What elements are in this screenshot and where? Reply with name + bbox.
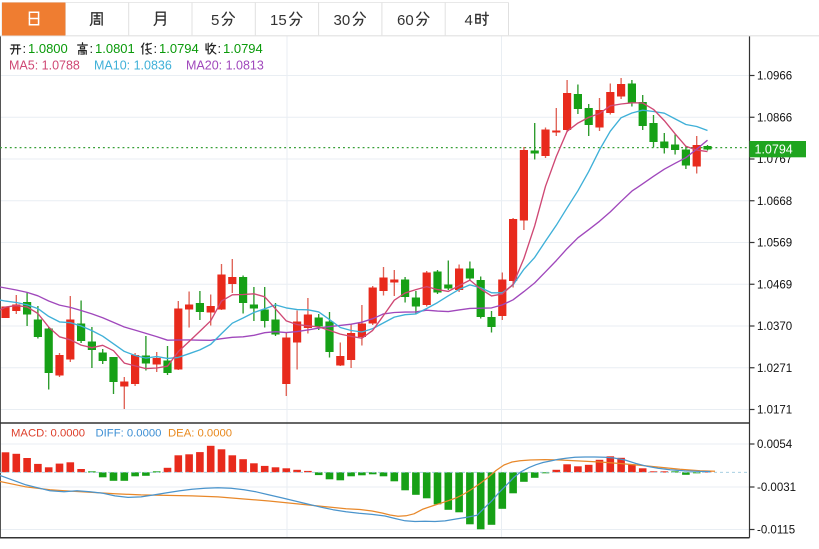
svg-text:5: 5 <box>211 12 219 29</box>
svg-text:MA20: 1.0813: MA20: 1.0813 <box>186 59 264 73</box>
svg-text:DEA: 0.0000: DEA: 0.0000 <box>168 428 232 440</box>
svg-text:1.0370: 1.0370 <box>757 321 792 333</box>
svg-text:30: 30 <box>334 12 351 29</box>
svg-text:60: 60 <box>397 12 414 29</box>
svg-text::: : <box>23 41 27 56</box>
svg-text:1.0794: 1.0794 <box>755 143 793 157</box>
svg-text:1.0569: 1.0569 <box>757 238 792 250</box>
svg-text::: : <box>218 41 222 56</box>
svg-text:0.0054: 0.0054 <box>757 439 793 451</box>
svg-text:1.0469: 1.0469 <box>757 279 792 291</box>
svg-text:1.0668: 1.0668 <box>757 196 792 208</box>
svg-text::: : <box>154 41 158 56</box>
svg-text:1.0794: 1.0794 <box>223 41 263 56</box>
svg-text:15: 15 <box>270 12 287 29</box>
svg-text:4: 4 <box>465 12 473 29</box>
svg-text:DIFF: 0.0000: DIFF: 0.0000 <box>96 428 162 440</box>
svg-text:-0.0031: -0.0031 <box>757 482 796 494</box>
svg-text:MA5: 1.0788: MA5: 1.0788 <box>9 59 80 73</box>
svg-text:1.0271: 1.0271 <box>757 363 792 375</box>
svg-text:1.0801: 1.0801 <box>95 41 135 56</box>
svg-text::: : <box>90 41 94 56</box>
svg-text:MACD: 0.0000: MACD: 0.0000 <box>11 428 85 440</box>
svg-text:1.0800: 1.0800 <box>28 41 68 56</box>
svg-text:1.0171: 1.0171 <box>757 405 792 417</box>
svg-text:1.0866: 1.0866 <box>757 112 792 124</box>
svg-text:1.0794: 1.0794 <box>159 41 199 56</box>
svg-text:MA10: 1.0836: MA10: 1.0836 <box>94 59 172 73</box>
svg-text:-0.0115: -0.0115 <box>757 525 795 537</box>
svg-text:1.0966: 1.0966 <box>757 71 792 83</box>
